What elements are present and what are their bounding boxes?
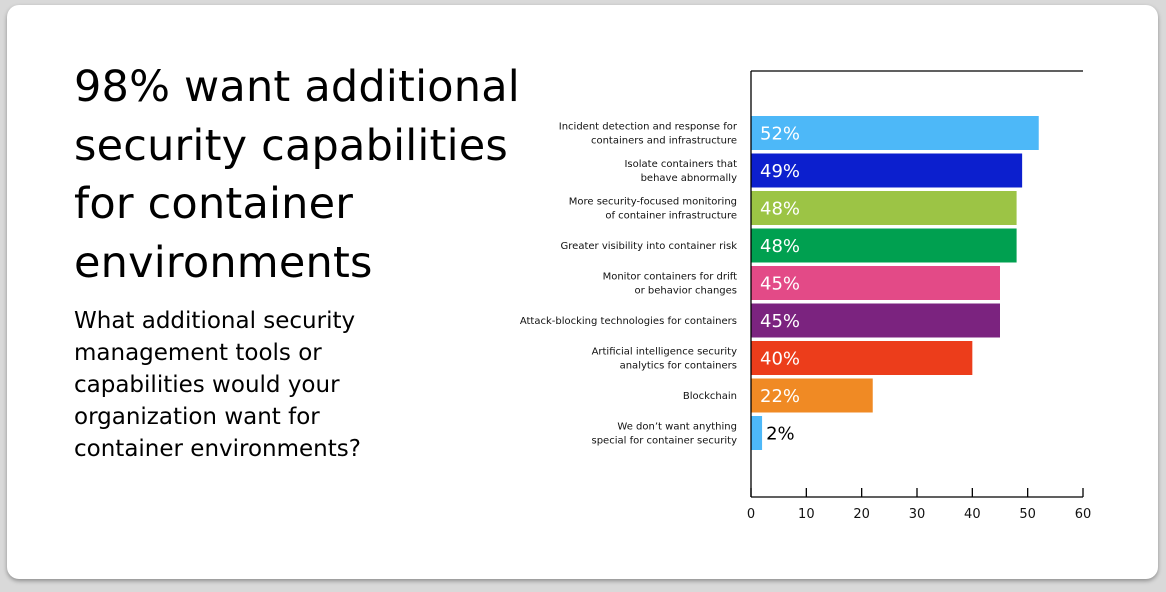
x-tick-label: 0	[747, 507, 755, 522]
bar-value-label: 45%	[760, 311, 800, 332]
bar	[751, 416, 763, 450]
category-label: We don’t want anything special for contai…	[592, 422, 738, 447]
category-label: Artificial intelligence security analytic…	[592, 347, 738, 372]
x-tick-label: 10	[798, 507, 815, 522]
bar-value-label: 48%	[760, 199, 800, 220]
bar-value-label: 2%	[766, 424, 795, 445]
x-tick-label: 50	[1019, 507, 1036, 522]
category-label: Attack-blocking technologies for contain…	[520, 316, 737, 327]
x-tick-label: 20	[853, 507, 870, 522]
category-label: Isolate containers that behave abnormally	[624, 159, 737, 184]
category-label: Monitor containers for drift or behavior …	[603, 272, 737, 297]
x-tick-label: 40	[964, 507, 981, 522]
category-label: Blockchain	[683, 391, 737, 402]
category-label: Greater visibility into container risk	[561, 241, 738, 252]
page-title: 98% want additional security capabilitie…	[74, 62, 520, 288]
category-label: Incident detection and response for conta…	[559, 122, 738, 147]
bar	[751, 228, 1017, 263]
x-tick-label: 60	[1075, 507, 1092, 522]
bar	[751, 116, 1039, 150]
bar-value-label: 49%	[760, 161, 800, 182]
x-tick-label: 30	[909, 507, 926, 522]
bar	[751, 153, 1023, 188]
bar	[751, 303, 1000, 338]
bar-value-label: 22%	[760, 386, 800, 407]
bar	[751, 378, 873, 413]
bar	[751, 266, 1000, 300]
bar	[751, 191, 1017, 225]
bar	[751, 341, 973, 375]
category-label: More security-focused monitoring of conta…	[569, 197, 737, 222]
bar-value-label: 48%	[760, 236, 800, 257]
bar-value-label: 52%	[760, 124, 800, 145]
survey-question: What additional security management tool…	[74, 308, 361, 462]
bar-value-label: 45%	[760, 274, 800, 295]
bar-value-label: 40%	[760, 349, 800, 370]
